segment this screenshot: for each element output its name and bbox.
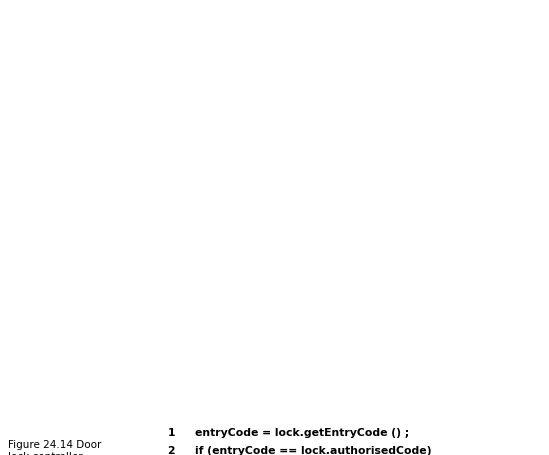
Text: 2: 2 bbox=[167, 446, 175, 455]
Text: Figure 24.14 Door
lock controller: Figure 24.14 Door lock controller bbox=[8, 440, 102, 455]
Text: entryCode = lock.getEntryCode () ;: entryCode = lock.getEntryCode () ; bbox=[195, 428, 409, 438]
Text: if (entryCode == lock.authorisedCode): if (entryCode == lock.authorisedCode) bbox=[195, 446, 432, 455]
Text: 1: 1 bbox=[167, 428, 175, 438]
